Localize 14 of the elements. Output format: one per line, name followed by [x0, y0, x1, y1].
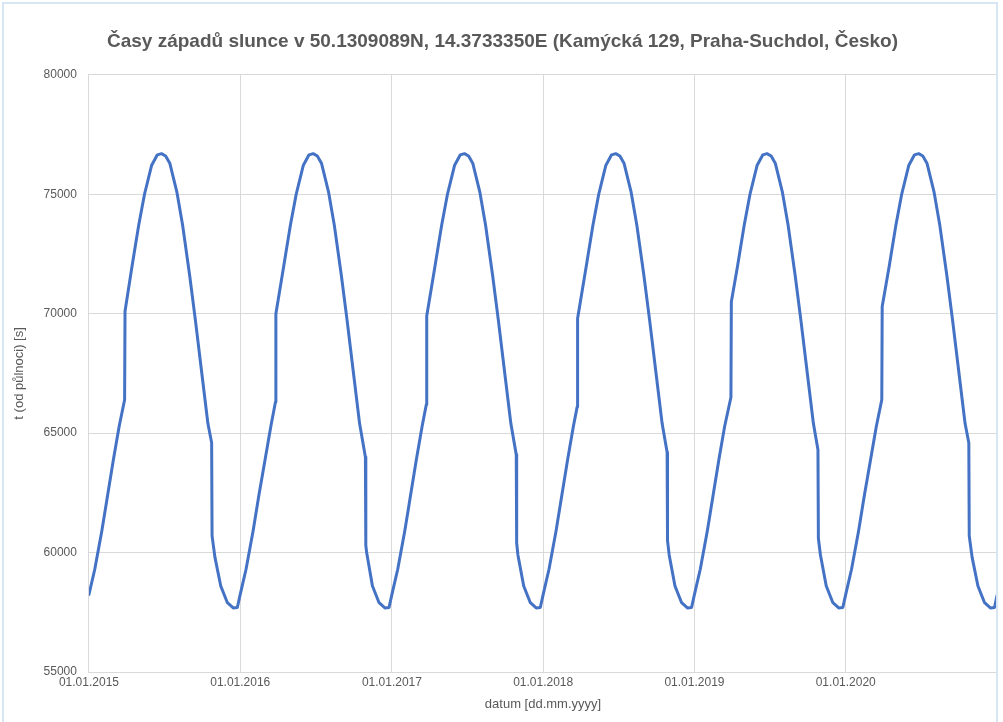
y-tick-label: 70000	[43, 305, 78, 320]
x-tick-label: 01.01.2017	[361, 674, 423, 689]
y-tick-label: 75000	[43, 186, 78, 201]
y-tick-label: 80000	[43, 67, 78, 82]
x-tick-label: 01.01.2019	[664, 674, 725, 689]
x-tick-label: 01.01.2016	[210, 674, 271, 689]
x-tick-label: 01.01.2020	[815, 674, 877, 689]
y-axis-title: t (od půlnoci) [s]	[11, 327, 27, 420]
y-tick-label: 65000	[43, 425, 78, 440]
chart-title: Časy západů slunce v 50.1309089N, 14.3733350E (Kamýcká 129, Praha-Suchdol, Česko)	[106, 29, 899, 51]
x-axis-title: datum [dd.mm.yyyy]	[484, 695, 602, 711]
x-tick-label: 01.01.2015	[58, 674, 120, 689]
x-tick-label: 01.01.2018	[513, 674, 574, 689]
y-tick-label: 60000	[43, 544, 78, 559]
